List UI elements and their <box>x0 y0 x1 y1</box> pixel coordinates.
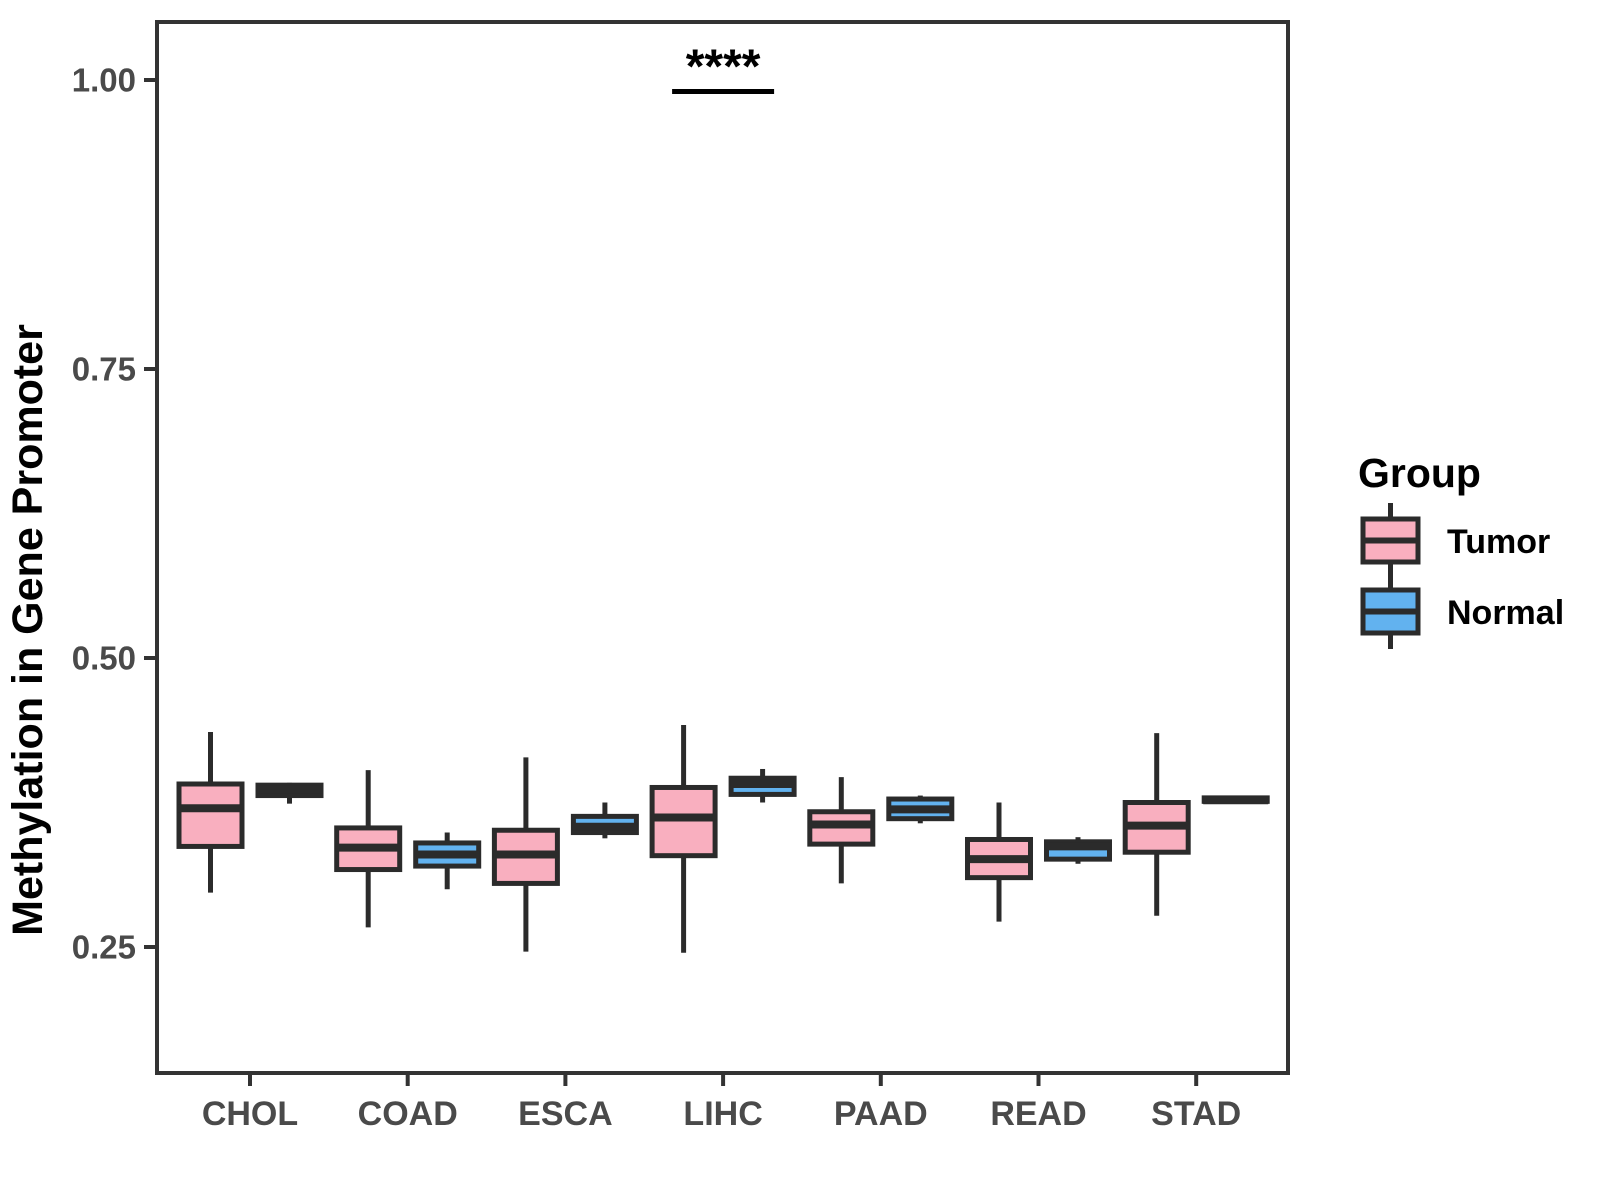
significance-stars: **** <box>686 41 761 94</box>
plot-area: 0.25 0.50 0.75 1.00 CHOL COAD ESCA LIHC PAAD READ… <box>72 41 1270 1133</box>
boxplot-ESCA-tumor <box>491 757 560 952</box>
y-tick-label: 1.00 <box>72 62 136 99</box>
boxplot-CHOL-normal <box>255 782 324 804</box>
boxplot-COAD-normal <box>413 832 482 890</box>
iqr-box <box>649 784 718 859</box>
x-tick-label-STAD: STAD <box>1151 1095 1241 1133</box>
y-tick-label: 0.50 <box>72 640 136 677</box>
boxplot-STAD-normal <box>1201 795 1270 805</box>
boxplot-PAAD-tumor <box>807 777 876 884</box>
legend-title: Group <box>1358 450 1481 496</box>
iqr-box <box>176 781 245 849</box>
y-axis-title: Methylation in Gene Promoter <box>4 324 52 936</box>
boxplot-READ-normal <box>1044 837 1112 864</box>
legend-key-normal-icon <box>1360 574 1421 649</box>
x-tick-label-PAAD: PAAD <box>834 1095 928 1133</box>
y-tick-label: 0.75 <box>72 351 136 388</box>
plot-panel-border <box>155 20 1290 1075</box>
legend-label-tumor: Tumor <box>1447 523 1550 561</box>
legend: Group Tumor Normal <box>1358 450 1564 649</box>
x-tick-label-LIHC: LIHC <box>683 1095 762 1133</box>
x-tick-label-CHOL: CHOL <box>202 1095 298 1133</box>
boxplot-PAAD-normal <box>886 795 955 824</box>
boxplot-ESCA-normal <box>570 802 639 839</box>
y-tick-label: 0.25 <box>72 929 136 966</box>
legend-key-tumor-icon <box>1360 503 1421 578</box>
boxplot-READ-tumor <box>965 802 1033 922</box>
x-tick-label-READ: READ <box>990 1095 1086 1133</box>
x-tick-label-COAD: COAD <box>358 1095 458 1133</box>
boxplot-CHOL-tumor <box>176 731 245 893</box>
boxplot-COAD-tumor <box>334 770 403 928</box>
x-tick-label-ESCA: ESCA <box>518 1095 612 1133</box>
boxplot-LIHC-normal <box>728 768 797 803</box>
legend-label-normal: Normal <box>1447 594 1564 632</box>
boxplot-LIHC-tumor <box>649 725 718 953</box>
boxplot-STAD-tumor <box>1122 733 1191 916</box>
